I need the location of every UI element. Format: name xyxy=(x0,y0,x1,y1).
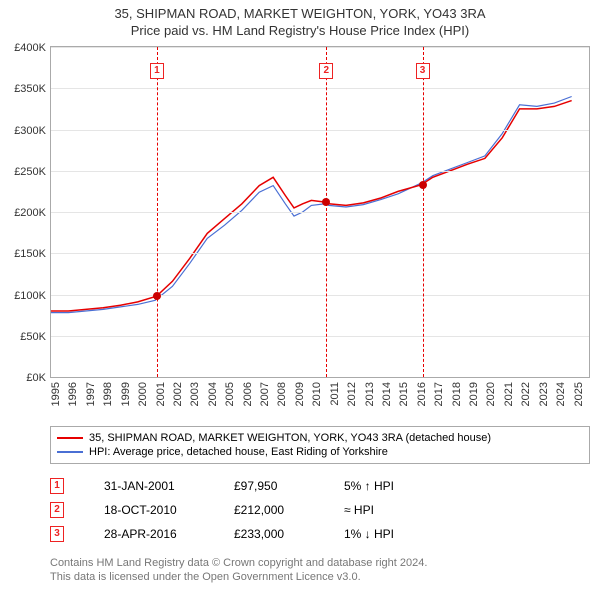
sale-hpi-relation: 1% ↓ HPI xyxy=(344,527,394,541)
sale-marker-line xyxy=(326,47,327,377)
x-tick-label: 2025 xyxy=(573,382,585,406)
x-tick-label: 2008 xyxy=(276,382,288,406)
sale-row: 1 31-JAN-2001£97,9505% ↑ HPI xyxy=(50,474,590,498)
footnote: Contains HM Land Registry data © Crown c… xyxy=(50,556,590,585)
sale-price: £212,000 xyxy=(234,503,344,517)
x-tick-label: 2012 xyxy=(346,382,358,406)
sale-point xyxy=(153,292,161,300)
y-tick-label: £400K xyxy=(14,42,46,54)
x-tick-label: 2000 xyxy=(137,382,149,406)
y-tick-label: £0K xyxy=(26,372,46,384)
x-axis: 1995 1996 1997 1998 1999 2000 2001 2002 2003 2004… xyxy=(50,378,590,420)
x-tick-label: 2007 xyxy=(259,382,271,406)
sale-hpi-relation: ≈ HPI xyxy=(344,503,374,517)
x-tick-label: 1995 xyxy=(50,382,62,406)
x-tick-label: 2016 xyxy=(416,382,428,406)
x-tick-label: 2010 xyxy=(311,382,323,406)
x-tick-label: 1996 xyxy=(67,382,79,406)
footnote-line-1: Contains HM Land Registry data © Crown c… xyxy=(50,556,590,570)
x-tick-label: 1999 xyxy=(120,382,132,406)
footnote-line-2: This data is licensed under the Open Gov… xyxy=(50,570,590,584)
y-tick-label: £300K xyxy=(14,125,46,137)
sale-row-marker: 3 xyxy=(50,526,64,542)
legend-swatch xyxy=(57,437,83,439)
x-tick-label: 1997 xyxy=(85,382,97,406)
sale-price: £97,950 xyxy=(234,479,344,493)
sale-point xyxy=(322,198,330,206)
sale-point xyxy=(419,181,427,189)
legend-label: HPI: Average price, detached house, East… xyxy=(89,446,388,458)
legend: 35, SHIPMAN ROAD, MARKET WEIGHTON, YORK,… xyxy=(50,426,590,464)
y-tick-label: £50K xyxy=(20,331,46,343)
x-tick-label: 2015 xyxy=(398,382,410,406)
price-index-chart: 35, SHIPMAN ROAD, MARKET WEIGHTON, YORK,… xyxy=(0,0,600,585)
sale-marker-line xyxy=(157,47,158,377)
sale-row-marker: 1 xyxy=(50,478,64,494)
sales-table: 1 31-JAN-2001£97,9505% ↑ HPI 2 18-OCT-2010£… xyxy=(50,474,590,546)
x-tick-label: 2009 xyxy=(294,382,306,406)
x-tick-label: 2021 xyxy=(503,382,515,406)
x-tick-label: 2002 xyxy=(172,382,184,406)
sale-row: 3 28-APR-2016£233,0001% ↓ HPI xyxy=(50,522,590,546)
x-tick-label: 2024 xyxy=(555,382,567,406)
x-tick-label: 2005 xyxy=(224,382,236,406)
legend-item: HPI: Average price, detached house, East… xyxy=(57,445,583,459)
y-tick-label: £250K xyxy=(14,166,46,178)
x-tick-label: 2004 xyxy=(207,382,219,406)
x-tick-label: 2014 xyxy=(381,382,393,406)
y-tick-label: £100K xyxy=(14,290,46,302)
x-tick-label: 2011 xyxy=(329,382,341,406)
sale-hpi-relation: 5% ↑ HPI xyxy=(344,479,394,493)
x-tick-label: 2013 xyxy=(364,382,376,406)
plot-area: 1 2 3 xyxy=(50,46,590,378)
sale-row-marker: 2 xyxy=(50,502,64,518)
legend-item: 35, SHIPMAN ROAD, MARKET WEIGHTON, YORK,… xyxy=(57,431,583,445)
x-tick-label: 2018 xyxy=(451,382,463,406)
chart-subtitle: Price paid vs. HM Land Registry's House … xyxy=(0,23,600,38)
y-tick-label: £150K xyxy=(14,248,46,260)
x-tick-label: 2020 xyxy=(485,382,497,406)
sale-marker-box: 1 xyxy=(150,63,164,79)
y-tick-label: £200K xyxy=(14,207,46,219)
x-tick-label: 2023 xyxy=(538,382,550,406)
sale-marker-line xyxy=(423,47,424,377)
legend-swatch xyxy=(57,451,83,453)
sale-price: £233,000 xyxy=(234,527,344,541)
x-tick-label: 2006 xyxy=(242,382,254,406)
sale-row: 2 18-OCT-2010£212,000≈ HPI xyxy=(50,498,590,522)
sale-date: 31-JAN-2001 xyxy=(104,479,234,493)
x-tick-label: 2001 xyxy=(155,382,167,406)
legend-label: 35, SHIPMAN ROAD, MARKET WEIGHTON, YORK,… xyxy=(89,432,491,444)
x-tick-label: 1998 xyxy=(102,382,114,406)
sale-marker-box: 3 xyxy=(416,63,430,79)
chart-title: 35, SHIPMAN ROAD, MARKET WEIGHTON, YORK,… xyxy=(0,6,600,21)
y-tick-label: £350K xyxy=(14,83,46,95)
sale-date: 28-APR-2016 xyxy=(104,527,234,541)
x-tick-label: 2017 xyxy=(433,382,445,406)
y-axis: £0K£50K£100K£150K£200K£250K£300K£350K£40… xyxy=(0,48,50,378)
x-tick-label: 2003 xyxy=(189,382,201,406)
sale-marker-box: 2 xyxy=(319,63,333,79)
sale-date: 18-OCT-2010 xyxy=(104,503,234,517)
x-tick-label: 2022 xyxy=(520,382,532,406)
x-tick-label: 2019 xyxy=(468,382,480,406)
